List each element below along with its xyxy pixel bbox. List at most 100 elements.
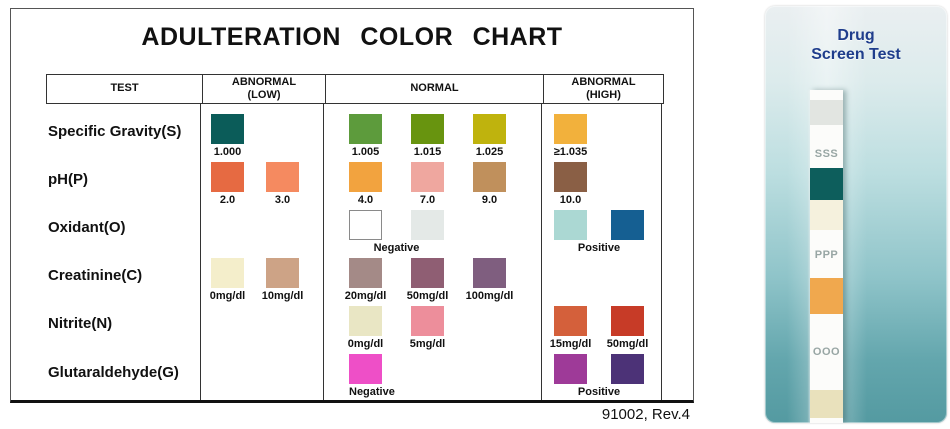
swatch-item: ≥1.035 [554,114,587,158]
swatch-cell: 2.0 3.0 [201,152,323,206]
color-swatch [411,258,444,288]
swatch-group: 4.0 7.0 9.0 [349,162,506,206]
table-row: pH(P) 2.0 3.0 4.0 7.0 9.0 10.0 [46,152,664,206]
group-label: Negative [373,242,420,254]
swatch-group: 1.000 [211,114,244,158]
swatch-row [349,210,444,240]
test-name: Glutaraldehyde(G) [46,344,201,400]
swatch-item [554,354,587,384]
swatch-label: 1.005 [351,146,380,158]
swatch-label: 100mg/dl [465,290,514,302]
color-swatch [411,210,444,240]
swatch-item: 1.015 [411,114,444,158]
swatch-item [554,210,587,240]
swatch-label: 50mg/dl [606,338,649,350]
swatch-cell: 0mg/dl 10mg/dl [201,248,323,302]
strip-gap [810,125,843,148]
color-swatch [554,162,587,192]
header-abnormal-low: ABNORMAL (LOW) [202,75,325,103]
color-swatch [349,162,382,192]
swatch-cell: 10.0 [542,152,661,206]
swatch-cell: 0mg/dl 5mg/dl [324,296,541,350]
test-name: Specific Gravity(S) [46,104,201,158]
high-cell: 10.0 [542,152,662,206]
swatch-label: 9.0 [481,194,498,206]
strip-gap [810,314,843,345]
swatch-row: 0mg/dl 10mg/dl [209,258,303,302]
swatch-label: 0mg/dl [347,338,384,350]
high-cell: Positive [542,344,662,400]
strip-gap [810,358,843,390]
swatch-label: 5mg/dl [409,338,446,350]
group-label: Positive [577,386,621,398]
adulteration-chart: ADULTERATION COLOR CHART TEST ABNORMAL (… [10,8,694,423]
swatch-item: 4.0 [349,162,382,206]
swatch-cell: 15mg/dl 50mg/dl [542,296,661,350]
swatch-row [554,210,644,240]
swatch-cell: 4.0 7.0 9.0 [324,152,541,206]
normal-cell: 0mg/dl 5mg/dl [324,296,542,350]
color-swatch [554,306,587,336]
chart-title: ADULTERATION COLOR CHART [141,23,563,51]
swatch-item: 0mg/dl [209,258,246,302]
swatch-group: Positive [554,354,644,398]
swatch-group: Positive [554,210,644,254]
low-cell [201,344,324,400]
high-cell [542,248,662,302]
low-cell [201,200,324,254]
swatch-item: 7.0 [411,162,444,206]
swatch-item: 3.0 [266,162,299,206]
swatch-label: 10mg/dl [261,290,304,302]
strip-letters: PPP [814,249,839,261]
test-name: Creatinine(C) [46,248,201,302]
swatch-label: 0mg/dl [209,290,246,302]
swatch-item: 5mg/dl [409,306,446,350]
color-swatch [266,162,299,192]
swatch-item [611,210,644,240]
low-cell: 0mg/dl 10mg/dl [201,248,324,302]
swatch-cell: 1.000 [201,104,323,158]
table-row: Creatinine(C) 0mg/dl 10mg/dl 20mg/dl 50mg/dl… [46,248,664,302]
swatch-row: 2.0 3.0 [211,162,299,206]
swatch-item: 20mg/dl [345,258,386,302]
strip-pad [810,100,843,125]
swatch-label: ≥1.035 [553,146,588,158]
strip-pad [810,390,843,418]
swatch-item: 0mg/dl [347,306,384,350]
color-swatch [411,306,444,336]
swatch-label: 50mg/dl [406,290,449,302]
swatch-item: 1.000 [211,114,244,158]
table-row: Oxidant(O) Negative Positive [46,200,664,254]
swatch-row: 10.0 [554,162,587,206]
swatch-item: 15mg/dl [550,306,591,350]
swatch-item: 2.0 [211,162,244,206]
drug-screen-test-photo: Drug Screen Test SSS PPP OOO [765,6,947,423]
high-cell: 15mg/dl 50mg/dl [542,296,662,350]
strip-letters: OOO [812,345,841,358]
swatch-item: 10mg/dl [262,258,303,302]
swatch-label: 15mg/dl [549,338,592,350]
strip-gap [810,160,843,168]
swatch-item [611,354,644,384]
strip-gap [810,262,843,278]
color-swatch [211,258,244,288]
low-cell: 1.000 [201,104,324,158]
swatch-group: 1.005 1.015 1.025 [349,114,506,158]
test-name: Oxidant(O) [46,200,201,254]
swatch-item: 1.025 [473,114,506,158]
swatch-cell: ≥1.035 [542,104,661,158]
color-swatch [349,114,382,144]
swatch-item [349,210,382,240]
swatch-label: 10.0 [559,194,582,206]
normal-cell: Negative [324,344,542,400]
normal-cell: Negative [324,200,542,254]
group-label: Negative [349,386,395,398]
normal-cell: 4.0 7.0 9.0 [324,152,542,206]
color-swatch [611,306,644,336]
low-cell: 2.0 3.0 [201,152,324,206]
swatch-group: 20mg/dl 50mg/dl 100mg/dl [345,258,513,302]
swatch-item: 50mg/dl [607,306,648,350]
color-swatch [349,306,382,336]
swatch-item: 100mg/dl [466,258,513,302]
swatch-group: Negative [349,354,395,398]
